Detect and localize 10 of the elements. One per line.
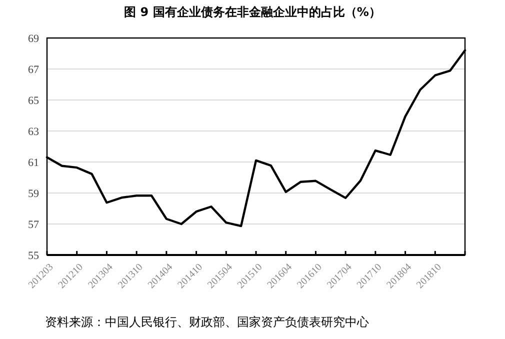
y-tick-label: 69 (28, 32, 40, 45)
chart-title: 图 9 国有企业债务在非金融企业中的占比（%） (124, 5, 381, 19)
y-tick-label: 61 (28, 156, 39, 169)
y-tick-label: 67 (28, 64, 40, 76)
y-tick-label: 65 (28, 94, 40, 107)
y-tick-label: 59 (28, 188, 40, 200)
y-tick-label: 57 (28, 218, 40, 231)
text: 资料来源：中国人民银行、财政部、国家资产负债表研究中心 (45, 315, 369, 329)
y-tick-label: 55 (28, 250, 40, 262)
y-tick-label: 63 (28, 126, 40, 138)
